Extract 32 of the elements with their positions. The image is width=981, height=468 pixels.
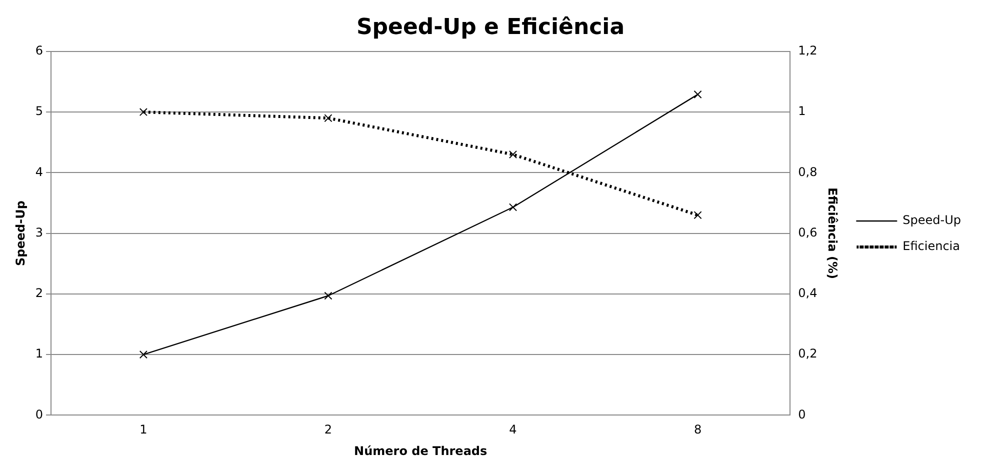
y-tick-label: 1 — [35, 346, 44, 361]
y2-tick-label: 1 — [798, 104, 806, 118]
y2-axis-title: Eficiência (%) — [825, 188, 840, 280]
point — [139, 108, 148, 116]
y-axis-title: Speed-Up — [13, 200, 28, 266]
point — [324, 292, 332, 300]
y2-tick-label: 0,2 — [798, 346, 818, 361]
y2-tick-label: 1,2 — [798, 44, 818, 58]
y-tick-label: 2 — [35, 286, 44, 300]
y2-tick-label: 0 — [798, 407, 806, 422]
point — [508, 203, 518, 212]
y-tick-label: 4 — [35, 164, 44, 179]
x-tick-label: 2 — [324, 422, 332, 437]
y2-tick-label: 0,6 — [798, 225, 818, 240]
point — [324, 114, 332, 122]
point — [139, 350, 148, 359]
legend-label: Speed-Up — [902, 213, 962, 228]
x-tick-label: 1 — [140, 422, 148, 437]
y2-tick-label: 0,4 — [798, 286, 818, 300]
y-tick-label: 6 — [35, 44, 44, 58]
y-tick-label: 5 — [35, 104, 44, 118]
y-tick-label: 0 — [35, 407, 44, 422]
x-axis-title: Número de Threads — [354, 444, 488, 458]
legend-label: Eficiencia — [902, 239, 960, 254]
chart-title: Speed-Up e Eficiência — [356, 14, 625, 40]
point — [508, 150, 518, 159]
x-tick-label: 8 — [694, 422, 702, 437]
y2-tick-label: 0,8 — [798, 164, 818, 179]
y-tick-label: 3 — [35, 225, 44, 240]
x-tick-label: 4 — [509, 422, 517, 437]
point — [694, 90, 702, 98]
point — [694, 211, 702, 220]
